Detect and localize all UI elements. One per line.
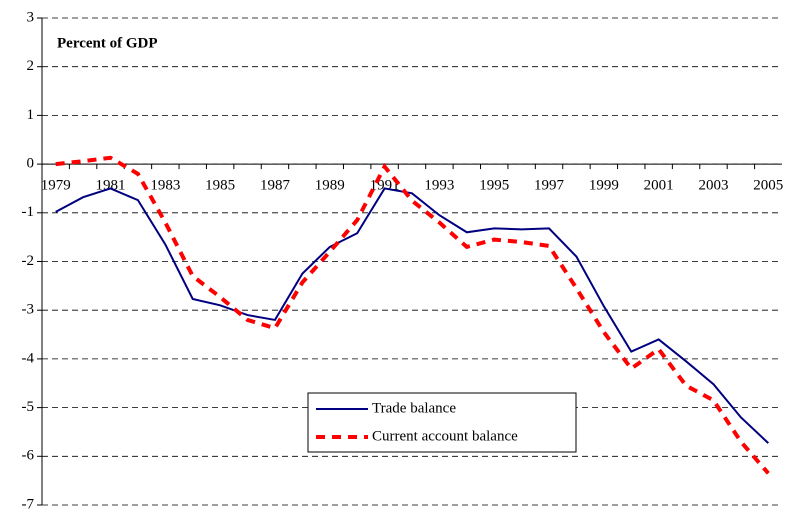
legend-label: Current account balance (372, 428, 518, 444)
series-line (55, 155, 770, 475)
x-tick-label: 1999 (589, 178, 619, 194)
x-tick-label: 1979 (41, 178, 71, 194)
legend-box (307, 392, 577, 453)
legend-label: Trade balance (372, 400, 456, 416)
x-tick-label: 2003 (698, 178, 728, 194)
y-tick-label: 1 (27, 107, 35, 123)
x-tick-label: 1997 (534, 178, 565, 194)
x-tick-label: 1989 (315, 178, 345, 194)
y-tick-label: -6 (22, 448, 35, 464)
y-tick-label: -3 (22, 302, 35, 318)
series-line (55, 187, 769, 444)
x-tick-label: 1987 (260, 178, 291, 194)
y-tick-label: -7 (22, 496, 35, 512)
y-tick-label: 3 (27, 9, 35, 25)
x-tick-label: 2001 (644, 178, 674, 194)
chart-title: Percent of GDP (57, 35, 158, 51)
x-tick-label: 1993 (424, 178, 454, 194)
x-tick-label: 1981 (96, 178, 126, 194)
y-tick-label: 0 (27, 156, 35, 172)
y-tick-label: -5 (22, 399, 35, 415)
y-tick-label: -4 (22, 350, 35, 366)
x-tick-label: 1985 (205, 178, 235, 194)
x-tick-label: 1995 (479, 178, 509, 194)
x-tick-label: 1983 (150, 178, 180, 194)
y-tick-label: -1 (22, 204, 35, 220)
y-tick-label: 2 (27, 58, 35, 74)
y-tick-label: -2 (22, 253, 35, 269)
x-tick-label: 2005 (753, 178, 783, 194)
